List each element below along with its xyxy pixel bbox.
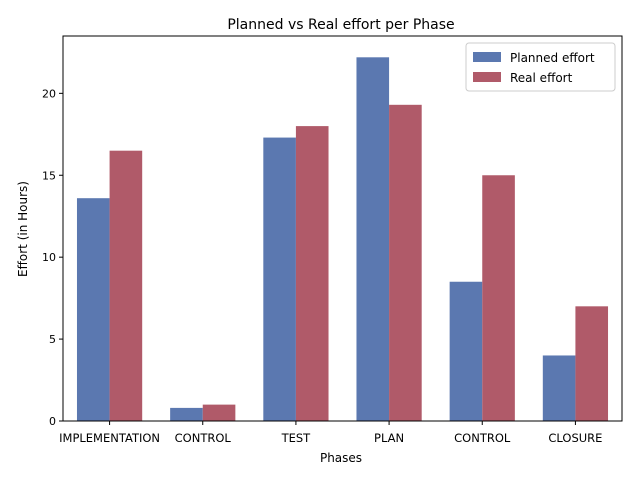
- x-tick-label: TEST: [281, 431, 312, 445]
- bar-planned-3: [356, 57, 390, 421]
- y-tick-label: 15: [42, 169, 56, 182]
- x-tick-label: CLOSURE: [548, 431, 602, 445]
- y-axis-label: Effort (in Hours): [16, 181, 30, 277]
- x-tick-label: CONTROL: [454, 431, 511, 445]
- y-tick-label: 5: [49, 333, 56, 346]
- legend-swatch: [473, 52, 501, 62]
- bar-planned-0: [76, 198, 110, 421]
- y-tick-label: 10: [42, 251, 56, 264]
- y-tick-label: 20: [42, 87, 56, 100]
- bar-planned-5: [542, 355, 576, 421]
- bar-real-4: [482, 175, 515, 421]
- x-tick-label: CONTROL: [175, 431, 232, 445]
- bars-group: [76, 57, 609, 422]
- plot-frame: [62, 35, 623, 422]
- bar-real-2: [295, 126, 329, 421]
- bar-planned-2: [263, 137, 296, 421]
- legend: Planned effort Real effort: [465, 42, 616, 92]
- bar-real-1: [202, 404, 236, 421]
- x-tick-label: PLAN: [374, 431, 404, 445]
- axes-group: 0 5 10 15 20 IMPLEMENTATION CONTROL TEST PLAN CON…: [42, 35, 623, 445]
- legend-label: Planned effort: [510, 51, 595, 65]
- x-tick-label: IMPLEMENTATION: [59, 431, 160, 445]
- chart-title: Planned vs Real effort per Phase: [227, 17, 454, 33]
- bar-real-3: [389, 104, 422, 422]
- y-tick-label: 0: [49, 415, 56, 428]
- bar-real-0: [109, 150, 143, 421]
- bar-real-5: [575, 306, 609, 421]
- x-axis-label: Phases: [320, 451, 362, 465]
- legend-box: [465, 42, 616, 92]
- legend-label: Real effort: [510, 71, 573, 85]
- bar-planned-1: [170, 407, 203, 421]
- legend-swatch: [473, 72, 501, 82]
- bar-planned-4: [449, 281, 483, 421]
